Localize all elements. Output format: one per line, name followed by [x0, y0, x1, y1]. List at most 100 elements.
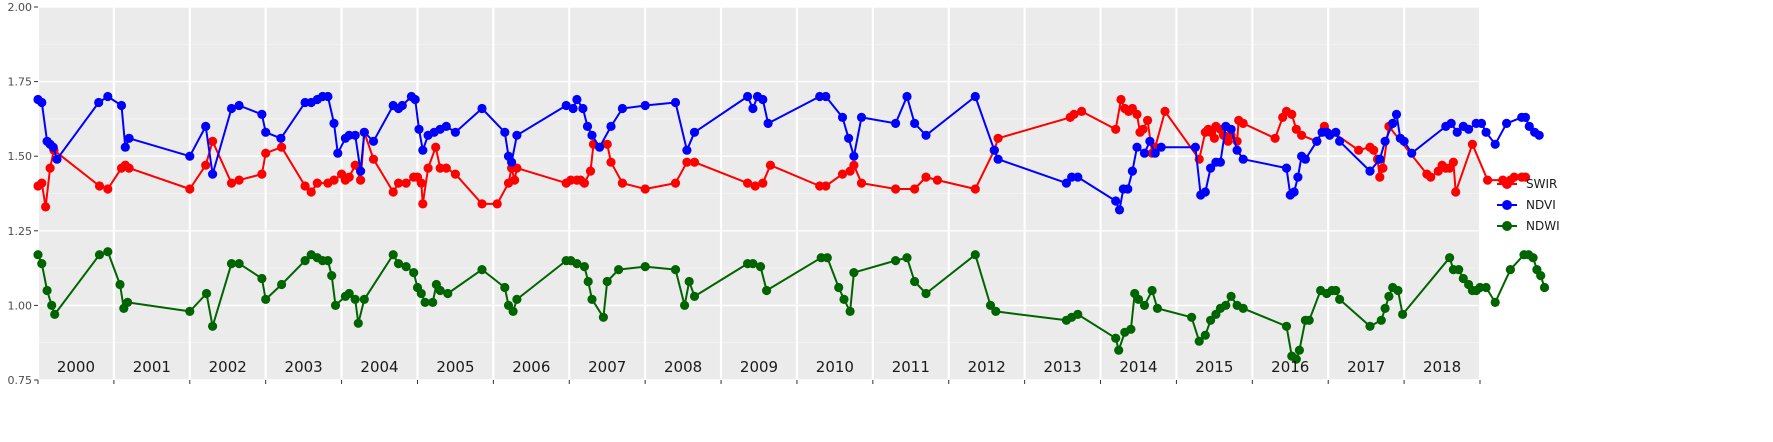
data-point-swir: [1375, 172, 1385, 182]
data-point-swir: [277, 142, 287, 152]
data-point-ndvi: [48, 142, 58, 152]
data-point-ndwi: [277, 279, 287, 290]
data-point-ndwi: [985, 300, 996, 310]
data-point-ndvi: [921, 130, 931, 140]
data-point-ndwi: [1398, 309, 1408, 319]
data-point-ndwi: [1114, 345, 1124, 355]
data-point-ndwi: [1393, 285, 1403, 296]
data-point-swir: [910, 184, 920, 194]
data-point-swir: [1467, 139, 1477, 149]
data-point-swir: [617, 178, 628, 188]
series-ndwi: [33, 247, 1550, 364]
data-point-ndvi: [477, 103, 487, 114]
data-point-ndvi: [1534, 130, 1544, 140]
data-point-ndvi: [410, 94, 420, 105]
data-point-ndvi: [1380, 136, 1390, 146]
data-point-ndvi: [1312, 136, 1322, 146]
data-point-ndvi: [682, 145, 692, 155]
data-point-ndwi: [500, 282, 510, 293]
data-point-ndvi: [185, 151, 195, 161]
year-label-2009: 2009: [740, 358, 778, 376]
data-point-ndwi: [1335, 294, 1345, 304]
x-axis: [37, 380, 1481, 384]
data-point-ndwi: [359, 294, 369, 304]
data-point-ndvi: [1388, 118, 1398, 128]
data-point-swir: [306, 187, 316, 197]
data-point-ndvi: [226, 103, 237, 114]
data-point-ndvi: [201, 121, 211, 131]
data-point-ndvi: [1150, 148, 1160, 158]
data-point-ndwi: [1539, 282, 1550, 293]
data-point-ndwi: [822, 253, 832, 263]
data-point-ndwi: [1481, 282, 1491, 293]
data-point-swir: [185, 184, 195, 194]
data-point-ndvi: [1289, 187, 1299, 197]
data-point-ndwi: [353, 318, 363, 328]
data-point-ndwi: [1206, 315, 1216, 325]
data-point-ndwi: [970, 250, 980, 260]
legend-marker: [1502, 200, 1512, 210]
data-point-ndvi: [1464, 124, 1474, 134]
data-point-ndvi: [418, 145, 428, 155]
data-point-ndwi: [748, 259, 758, 269]
y-tick-label: 1.75: [8, 76, 33, 89]
data-point-swir: [640, 184, 650, 194]
data-point-ndvi: [821, 91, 831, 102]
data-point-ndwi: [1238, 303, 1248, 313]
data-point-swir: [261, 148, 271, 158]
data-point-ndwi: [123, 297, 133, 307]
data-point-ndwi: [1380, 303, 1390, 313]
data-point-ndwi: [1281, 321, 1292, 331]
data-point-ndvi: [568, 103, 578, 114]
data-point-swir: [512, 163, 522, 173]
data-point-ndwi: [1458, 273, 1468, 284]
data-point-ndvi: [94, 97, 104, 108]
data-point-ndvi: [450, 127, 460, 137]
data-point-ndvi: [1139, 148, 1150, 158]
data-point-ndvi: [617, 103, 628, 114]
data-point-ndvi: [1145, 136, 1155, 146]
legend-label: SWIR: [1526, 177, 1557, 191]
data-point-swir: [477, 199, 487, 209]
year-labels: 2000 2001 2002 2003 2004 2005 2006 2007 2008 2009…: [57, 358, 1461, 376]
data-point-ndwi: [1505, 265, 1515, 275]
data-point-ndwi: [37, 259, 47, 269]
major-gridlines: [36, 6, 1482, 381]
year-label-2005: 2005: [436, 358, 474, 376]
data-point-swir: [388, 187, 398, 197]
data-point-ndwi: [401, 262, 411, 272]
data-point-swir: [441, 163, 451, 173]
data-point-swir: [1143, 115, 1153, 125]
data-point-swir: [970, 184, 980, 194]
data-point-ndwi: [1445, 253, 1455, 263]
data-point-ndvi: [1226, 124, 1236, 134]
data-point-swir: [606, 157, 616, 167]
data-point-ndwi: [350, 294, 360, 304]
data-point-ndvi: [910, 118, 920, 128]
data-point-swir: [37, 178, 47, 188]
data-point-ndvi: [323, 91, 333, 102]
data-point-ndwi: [1126, 324, 1136, 334]
data-point-swir: [670, 178, 681, 188]
data-point-ndvi: [1490, 139, 1500, 149]
data-point-ndwi: [1187, 312, 1197, 322]
data-point-ndvi: [993, 154, 1003, 164]
data-point-ndvi: [1232, 145, 1242, 155]
data-point-ndvi: [359, 127, 369, 137]
data-point-swir: [689, 157, 700, 167]
data-point-ndwi: [435, 285, 445, 296]
year-label-2012: 2012: [968, 358, 1006, 376]
data-point-ndwi: [226, 259, 237, 269]
data-point-ndwi: [670, 265, 681, 275]
data-point-ndvi: [124, 133, 134, 143]
series-swir: [33, 94, 1531, 212]
data-point-ndvi: [257, 109, 267, 119]
data-point-ndwi: [1536, 271, 1546, 281]
data-point-swir: [509, 175, 520, 185]
data-point-swir: [1209, 133, 1219, 143]
data-point-ndwi: [891, 256, 901, 266]
legend-item-ndvi: NDVI: [1497, 198, 1556, 212]
data-point-swir: [856, 178, 867, 188]
data-point-ndvi: [1365, 166, 1375, 176]
data-point-swir: [1369, 145, 1379, 155]
